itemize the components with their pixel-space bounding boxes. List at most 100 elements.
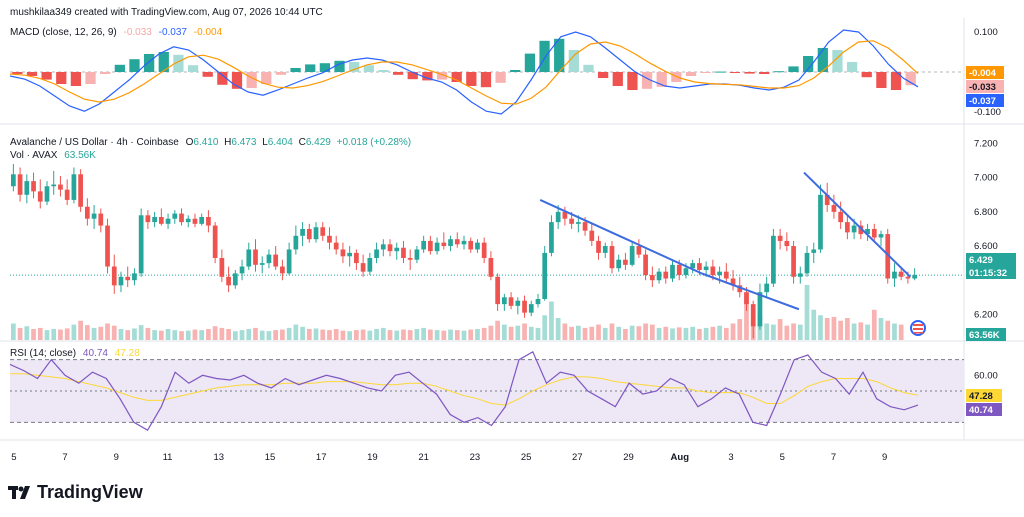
candle xyxy=(300,222,305,247)
candle xyxy=(744,287,749,311)
candle xyxy=(475,239,480,253)
volume-bar xyxy=(327,330,332,340)
candle xyxy=(98,208,104,233)
volume-bar xyxy=(838,320,844,340)
candle xyxy=(629,242,635,267)
candle xyxy=(428,235,433,255)
macd-hist-bar xyxy=(729,72,741,73)
candle xyxy=(892,263,897,288)
volume-bar xyxy=(401,329,406,340)
volume-bar xyxy=(232,331,238,340)
volume-bar xyxy=(286,327,292,340)
ohlc-change: +0.018 (+0.28%) xyxy=(336,137,412,148)
x-tick-2: 9 xyxy=(114,452,119,463)
candle xyxy=(172,210,178,224)
countdown-value: 01:15:32 xyxy=(969,268,1007,279)
flag-icon[interactable] xyxy=(910,320,926,336)
volume-bar xyxy=(676,327,682,340)
macd-hist-bar xyxy=(700,72,711,73)
rsi-ma-line xyxy=(10,373,919,406)
macd-hist-bar xyxy=(876,72,887,88)
x-tick-12: 29 xyxy=(623,452,634,463)
volume-bar xyxy=(508,326,514,340)
volume-bar xyxy=(737,319,743,340)
rsi-legend-ma: 47.28 xyxy=(114,348,140,359)
candle xyxy=(286,242,292,276)
volume-bar xyxy=(878,318,884,340)
trendline-0[interactable] xyxy=(539,199,702,275)
volume-bar xyxy=(192,329,198,340)
volume-bar xyxy=(111,325,117,340)
symbol-legend[interactable]: Avalanche / US Dollar · 4h · Coinbase O6… xyxy=(10,137,411,148)
volume-bar xyxy=(811,309,817,340)
volume-bar xyxy=(152,330,157,340)
macd-signal-badge: -0.004 xyxy=(969,68,997,79)
macd-hist-bar xyxy=(173,54,184,72)
price-pane[interactable]: 7.200 7.000 6.800 6.600 6.200 xyxy=(10,139,998,340)
volume-bar xyxy=(609,323,615,340)
macd-hist-bar xyxy=(524,53,536,72)
candle xyxy=(17,167,23,202)
volume-bar xyxy=(797,324,803,340)
candle xyxy=(777,228,783,250)
macd-hist-bar xyxy=(466,72,477,86)
candle xyxy=(824,182,830,212)
ohlc-low: 6.404 xyxy=(267,137,293,148)
x-axis[interactable]: 5 7 9 11 13 15 17 19 21 23 25 27 29 Aug 3 5 7 9 xyxy=(11,452,887,463)
volume-bar xyxy=(777,319,783,340)
candle xyxy=(31,172,36,199)
volume-bar xyxy=(623,329,628,340)
candle xyxy=(394,242,400,260)
candle xyxy=(374,242,379,264)
x-tick-10: 25 xyxy=(521,452,532,463)
chart-credit: mushkilaa349 created with TradingView.co… xyxy=(10,7,323,18)
volume-legend[interactable]: Vol · AVAX 63.56K xyxy=(10,150,96,161)
macd-hist-bar xyxy=(627,72,638,90)
volume-bar xyxy=(851,323,857,340)
macd-pane[interactable]: 0.100 -0.100 xyxy=(9,27,1001,118)
candle xyxy=(508,292,514,310)
rsi-pane[interactable]: 60.00 xyxy=(9,350,998,432)
candle xyxy=(858,220,864,240)
volume-badge: 63.56K xyxy=(966,328,1006,341)
trendline-2[interactable] xyxy=(803,171,912,278)
macd-hist-bar xyxy=(759,72,770,74)
trendline-1[interactable] xyxy=(701,272,800,311)
candle xyxy=(771,228,776,288)
macd-hist-bar xyxy=(583,64,594,72)
volume-bar xyxy=(58,329,63,340)
rsi-legend[interactable]: RSI (14; close) 40.74 47.28 xyxy=(10,348,140,359)
volume-bar xyxy=(670,328,675,340)
candle xyxy=(596,235,601,260)
candle xyxy=(481,237,487,264)
candle xyxy=(589,223,595,247)
brand-logo[interactable]: TradingView xyxy=(8,482,143,503)
macd-hist-bar xyxy=(407,72,418,80)
candle xyxy=(784,232,790,252)
volume-bar xyxy=(723,327,729,340)
x-tick-6: 17 xyxy=(316,452,327,463)
macd-hist-bar xyxy=(319,63,330,72)
macd-tick-1: -0.100 xyxy=(974,107,1001,118)
candle xyxy=(132,268,137,286)
x-tick-11: 27 xyxy=(572,452,583,463)
candle xyxy=(367,252,373,276)
volume-bar xyxy=(488,325,494,340)
candle xyxy=(125,266,131,288)
candle xyxy=(434,237,440,255)
macd-hist-bar xyxy=(656,72,667,87)
volume-bar xyxy=(703,327,709,340)
volume-badge-value: 63.56K xyxy=(969,330,1000,341)
volume-bar xyxy=(831,316,837,340)
volume-bar xyxy=(179,331,184,340)
candle xyxy=(37,179,43,209)
macd-hist-bar xyxy=(305,64,316,72)
volume-bar xyxy=(528,326,534,340)
macd-legend[interactable]: MACD (close, 12, 26, 9) -0.033 -0.037 -0… xyxy=(10,27,222,38)
macd-hist-bar xyxy=(261,72,272,84)
macd-hist-badge: -0.033 xyxy=(969,82,996,93)
rsi-tick-0: 60.00 xyxy=(974,370,998,381)
x-tick-14: 3 xyxy=(728,452,733,463)
volume-bar xyxy=(428,329,433,340)
